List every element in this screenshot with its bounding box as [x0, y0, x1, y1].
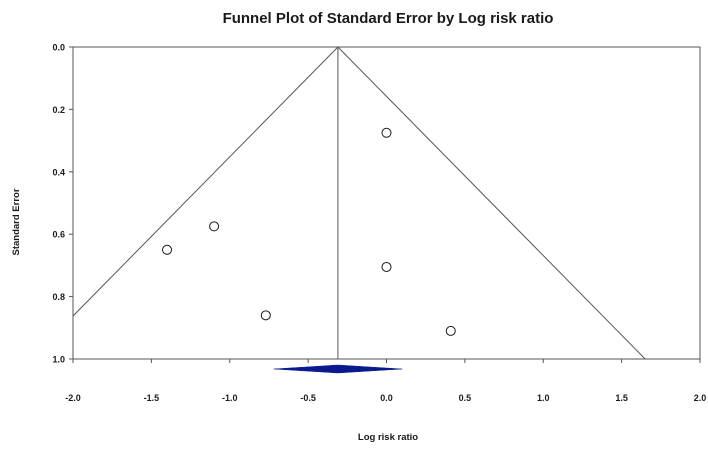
plot-area: 0.0 0.2 0.4 0.6 0.8 1.0 -2.0 -1.5 -1.0 -0.5 0.0 0.5… — [52, 43, 707, 404]
x-tick-label: 1.5 — [615, 393, 628, 403]
funnel-right-line — [337, 47, 646, 359]
x-tick-label: 2.0 — [694, 393, 707, 403]
y-tick-label: 1.0 — [52, 355, 65, 365]
plot-frame — [72, 46, 701, 360]
study-point — [260, 310, 271, 321]
x-tick-label: -0.5 — [300, 393, 316, 403]
x-tick-label: -1.0 — [222, 393, 238, 403]
study-point — [381, 127, 392, 138]
x-tick-label: 0.5 — [459, 393, 472, 403]
y-tick-label: 0.4 — [52, 167, 65, 177]
x-tick-label: 1.0 — [537, 393, 550, 403]
pooled-effect-diamond — [273, 364, 403, 374]
study-point — [162, 244, 173, 255]
x-tick-label: -1.5 — [144, 393, 160, 403]
study-point — [209, 221, 220, 232]
x-tick-label: 0.0 — [380, 393, 393, 403]
x-tick-label: -2.0 — [65, 393, 81, 403]
y-tick-label: 0.6 — [52, 230, 65, 240]
chart-title: Funnel Plot of Standard Error by Log ris… — [223, 10, 554, 27]
y-axis-label: Standard Error — [11, 188, 22, 255]
study-point — [445, 325, 456, 336]
y-tick-label: 0.0 — [52, 43, 65, 53]
study-point — [381, 261, 392, 272]
y-tick-label: 0.2 — [52, 105, 65, 115]
x-axis-label: Log risk ratio — [358, 432, 418, 443]
y-tick-label: 0.8 — [52, 292, 65, 302]
funnel-left-line — [73, 47, 339, 317]
